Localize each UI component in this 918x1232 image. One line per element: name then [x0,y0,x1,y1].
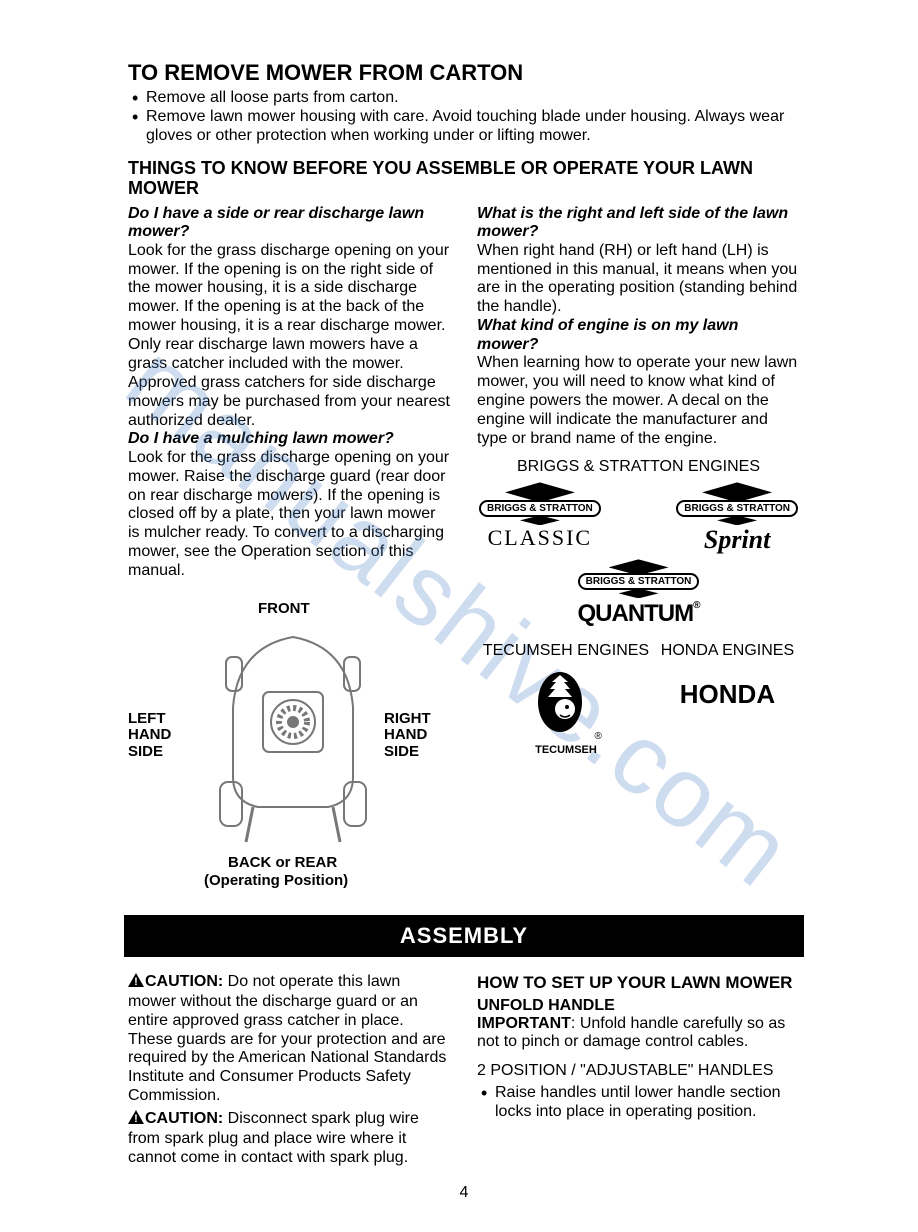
engine-logos-block: BRIGGS & STRATTON CLASSIC BRIGGS & STRAT… [477,482,800,755]
honda-logo: HONDA [661,679,794,710]
setup-bullets: Raise handles until lower handle section… [477,1083,800,1121]
svg-text:!: ! [134,976,138,987]
svg-text:!: ! [134,1113,138,1124]
honda-block: HONDA ENGINES HONDA [661,642,794,755]
assembly-left: ! CAUTION: Do not operate this lawn mowe… [128,973,451,1168]
bullet-item: Remove all loose parts from carton. [128,88,800,107]
diagram-label-left: LEFT HAND SIDE [128,711,188,761]
briggs-label: BRIGGS & STRATTON [479,500,601,517]
page-number: 4 [128,1184,800,1202]
engine-section-header: BRIGGS & STRATTON ENGINES [477,458,800,476]
diamond-icon [702,482,772,502]
mower-diagram: FRONT LEFT HAND SIDE RIGHT HAND SIDE BAC… [128,601,448,901]
important-paragraph: IMPORTANT: Unfold handle carefully so as… [477,1015,800,1053]
engine-brand-row: TECUMSEH ENGINES ® TECUMSEH [477,642,800,755]
diagram-label-back: BACK or REAR [228,855,337,872]
classic-logo: CLASSIC [488,525,592,551]
assembly-banner: ASSEMBLY [124,915,804,957]
diagram-label-operating: (Operating Position) [204,873,348,890]
tecumseh-name: TECUMSEH [483,744,649,756]
briggs-label: BRIGGS & STRATTON [578,573,700,590]
reg-mark: ® [595,731,602,742]
warning-icon: ! [128,973,144,993]
honda-label: HONDA ENGINES [661,642,794,660]
tecumseh-block: TECUMSEH ENGINES ® TECUMSEH [483,642,649,755]
unfold-heading: UNFOLD HANDLE [477,997,800,1015]
handles-title: 2 POSITION / "ADJUSTABLE" HANDLES [477,1062,800,1081]
answer-text: Look for the grass discharge opening on … [128,449,451,581]
warning-icon: ! [128,1110,144,1130]
bullet-item: Remove lawn mower housing with care. Avo… [128,107,800,145]
sprint-logo: Sprint [704,525,771,555]
briggs-badge: BRIGGS & STRATTON CLASSIC [479,482,601,555]
important-label: IMPORTANT [477,1015,571,1032]
assembly-right: HOW TO SET UP YOUR LAWN MOWER UNFOLD HAN… [477,973,800,1168]
mower-illustration [208,627,378,847]
left-column: Do I have a side or rear discharge lawn … [128,205,451,901]
briggs-center: BRIGGS & STRATTON QUANTUM® [477,559,800,628]
section-heading: THINGS TO KNOW BEFORE YOU ASSEMBLE OR OP… [128,158,800,199]
answer-text: When right hand (RH) or left hand (LH) i… [477,242,800,318]
diamond-icon [505,482,575,502]
remove-bullets: Remove all loose parts from carton. Remo… [128,88,800,146]
caution-label: CAUTION: [145,1110,223,1127]
quantum-text: QUANTUM [577,600,693,627]
tecumseh-label: TECUMSEH ENGINES [483,642,649,660]
briggs-label: BRIGGS & STRATTON [676,500,798,517]
caution-paragraph: ! CAUTION: Do not operate this lawn mowe… [128,973,451,1106]
caution-text: Do not operate this lawn mower without t… [128,973,446,1104]
briggs-row: BRIGGS & STRATTON CLASSIC BRIGGS & STRAT… [477,482,800,555]
briggs-badge: BRIGGS & STRATTON Sprint [676,482,798,555]
manual-page: manualshive.com TO REMOVE MOWER FROM CAR… [0,0,918,1232]
question-heading: Do I have a mulching lawn mower? [128,430,451,448]
question-heading: What kind of engine is on my lawn mower? [477,317,800,354]
right-column: What is the right and left side of the l… [477,205,800,901]
answer-text: Look for the grass discharge opening on … [128,242,451,431]
answer-text: When learning how to operate your new la… [477,354,800,448]
question-heading: Do I have a side or rear discharge lawn … [128,205,451,242]
diagram-label-front: FRONT [258,601,310,618]
page-title: TO REMOVE MOWER FROM CARTON [128,60,800,86]
caution-paragraph: ! CAUTION: Disconnect spark plug wire fr… [128,1110,451,1168]
two-column-layout: Do I have a side or rear discharge lawn … [128,205,800,901]
tecumseh-logo: ® [483,667,649,742]
question-heading: What is the right and left side of the l… [477,205,800,242]
caution-label: CAUTION: [145,973,223,990]
assembly-columns: ! CAUTION: Do not operate this lawn mowe… [128,973,800,1168]
quantum-logo: QUANTUM® [577,600,699,628]
diagram-label-right: RIGHT HAND SIDE [384,711,444,761]
setup-heading: HOW TO SET UP YOUR LAWN MOWER [477,973,800,993]
reg-mark: ® [693,600,699,611]
bullet-item: Raise handles until lower handle section… [477,1083,800,1121]
